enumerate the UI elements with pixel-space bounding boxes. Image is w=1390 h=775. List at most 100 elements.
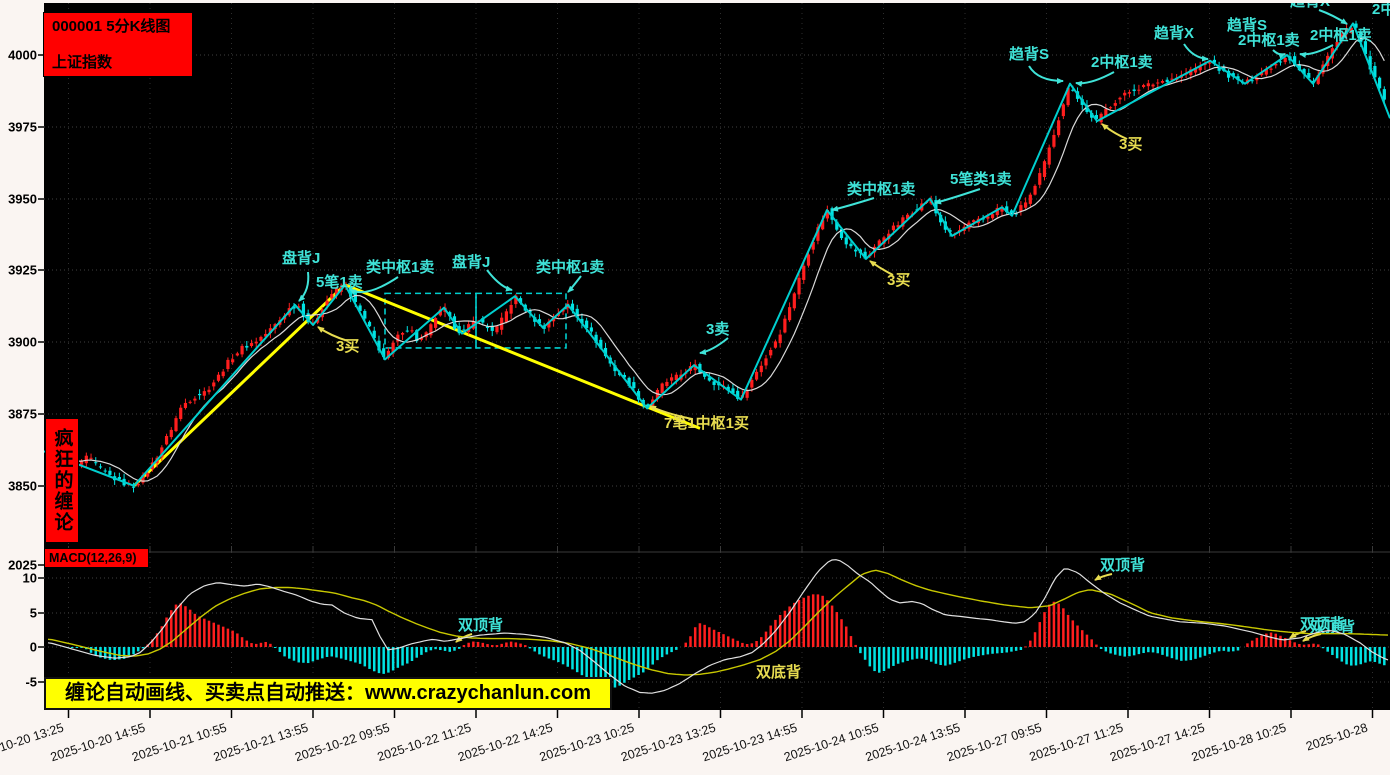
candle-body: [906, 214, 910, 220]
candle-body: [1038, 173, 1042, 185]
macd-hist-bar: [873, 647, 876, 672]
candle-body: [98, 466, 103, 468]
macd-hist-bar: [89, 647, 93, 653]
candle-body: [117, 477, 121, 480]
candle-body: [438, 309, 442, 316]
macd-hist-bar: [750, 643, 754, 647]
macd-indicator-label: MACD(12,26,9): [44, 548, 149, 568]
macd-hist-bar: [434, 647, 437, 650]
candle-body: [1142, 85, 1146, 87]
macd-hist-bar: [349, 647, 352, 662]
macd-hist-bar: [840, 619, 843, 647]
ad-banner[interactable]: 缠论自动画线、买卖点自动推送：www.crazychanlun.com: [44, 677, 612, 710]
candle-body: [514, 295, 518, 305]
candle-body: [1349, 27, 1353, 33]
macd-hist-bar: [509, 641, 513, 647]
macd-hist-bar: [830, 605, 834, 647]
candle-body: [821, 220, 825, 230]
macd-hist-bar: [1080, 630, 1084, 647]
candle-body: [386, 350, 390, 359]
macd-hist-bar: [372, 647, 376, 672]
macd-hist-bar: [1114, 647, 1117, 655]
candle-body: [1278, 61, 1283, 63]
macd-hist-bar: [651, 647, 654, 665]
macd-hist-bar: [557, 647, 560, 663]
macd-hist-bar: [934, 647, 938, 664]
candle-body: [1189, 69, 1193, 76]
macd-hist-bar: [778, 614, 782, 647]
candle-body: [410, 330, 414, 332]
candle-body: [1354, 23, 1358, 28]
macd-hist-bar: [136, 647, 140, 652]
macd-hist-bar: [151, 639, 154, 647]
annotation-arrow: [1028, 65, 1064, 84]
candle-body: [1028, 194, 1032, 204]
index-name: 上证指数: [52, 54, 113, 71]
annotation-arrow: [349, 276, 399, 295]
macd-hist-bar: [1283, 637, 1287, 647]
macd-hist-bar: [604, 647, 607, 687]
macd-hist-bar: [264, 641, 267, 647]
candle-body: [830, 208, 834, 220]
candle-body: [377, 340, 381, 351]
macd-hist-bar: [783, 610, 787, 647]
candle-body: [1057, 120, 1061, 136]
macd-hist-bar: [174, 604, 178, 647]
candle-body: [1250, 80, 1254, 82]
macd-hist-bar: [1227, 647, 1230, 652]
macd-hist-bar: [698, 623, 702, 647]
macd-hist-bar: [1161, 647, 1164, 655]
macd-hist-bar: [906, 647, 909, 661]
annotation-label: 2中枢1卖: [1310, 26, 1372, 44]
macd-hist-bar: [1010, 647, 1013, 652]
macd-hist-bar: [547, 647, 551, 659]
macd-hist-bar: [302, 647, 305, 663]
candle-body: [169, 429, 173, 438]
macd-hist-bar: [844, 626, 848, 647]
candle-body: [1255, 77, 1259, 81]
macd-hist-bar: [892, 647, 895, 666]
macd-hist-bar: [731, 638, 735, 647]
macd-hist-bar: [1368, 647, 1372, 662]
candle-body: [797, 277, 801, 295]
candle-body: [646, 404, 650, 408]
candle-body: [89, 457, 93, 459]
candle-body: [1160, 81, 1165, 83]
annotation-label: 双顶背: [458, 616, 503, 634]
candle-body: [334, 288, 339, 296]
candle-body: [806, 254, 811, 266]
macd-hist-bar: [1288, 640, 1292, 647]
candle-body: [249, 343, 254, 346]
macd-hist-bar: [868, 647, 872, 667]
macd-hist-bar: [1128, 647, 1131, 657]
macd-hist-bar: [741, 642, 744, 647]
macd-hist-bar: [1000, 647, 1004, 653]
macd-hist-bar: [1279, 635, 1282, 647]
ad-banner-text: 缠论自动画线、买卖点自动推送：www.crazychanlun.com: [65, 682, 591, 704]
candle-body: [1033, 185, 1037, 195]
candle-body: [1260, 72, 1264, 76]
macd-hist-bar: [552, 647, 555, 661]
macd-hist-bar: [811, 594, 815, 647]
macd-hist-bar: [1293, 642, 1296, 647]
candle-body: [141, 474, 145, 483]
candle-body: [769, 349, 773, 356]
macd-hist-bar: [160, 626, 164, 647]
candle-body: [193, 398, 197, 401]
macd-hist-bar: [760, 637, 763, 647]
macd-hist-bar: [689, 636, 692, 647]
candle-body: [788, 307, 792, 321]
annotation-label: 趋背X: [1154, 24, 1194, 42]
candle-body: [1373, 66, 1377, 78]
macd-hist-bar: [1203, 647, 1207, 656]
macd-hist-bar: [1085, 634, 1089, 647]
macd-hist-bar: [693, 627, 697, 647]
macd-hist-bar: [368, 647, 371, 669]
candle-body: [1378, 77, 1382, 89]
macd-hist-bar: [642, 647, 645, 673]
candle-body: [1208, 62, 1212, 64]
candle-body: [773, 341, 778, 348]
macd-hist-bar: [481, 642, 485, 647]
macd-hist-bar: [410, 647, 414, 661]
